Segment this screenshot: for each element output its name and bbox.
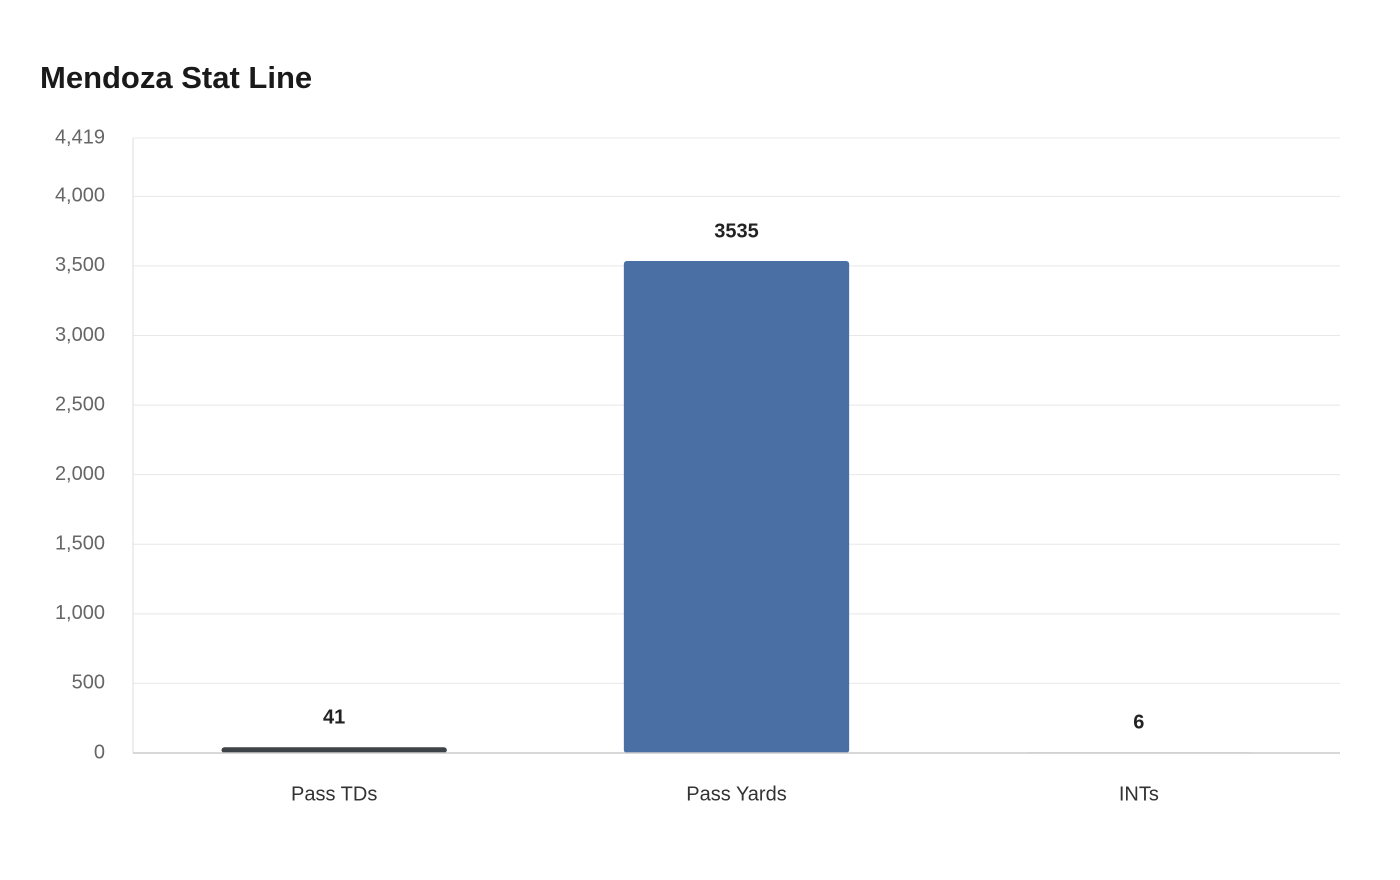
bar — [623, 261, 850, 753]
y-tick-label: 3,500 — [55, 254, 105, 276]
y-tick-label: 1,500 — [55, 533, 105, 555]
value-label: 3535 — [714, 220, 759, 242]
y-tick-label: 3,000 — [55, 324, 105, 346]
y-tick-label: 1,000 — [55, 602, 105, 624]
x-tick-label: Pass TDs — [291, 783, 377, 805]
y-tick-label: 0 — [94, 741, 105, 763]
y-tick-label: 2,000 — [55, 463, 105, 485]
value-label: 6 — [1133, 711, 1144, 733]
y-tick-label: 4,419 — [55, 126, 105, 148]
chart-title: Mendoza Stat Line — [40, 60, 312, 95]
y-tick-label: 4,000 — [55, 185, 105, 207]
x-tick-label: Pass Yards — [686, 783, 786, 805]
value-label: 41 — [323, 707, 345, 729]
y-tick-label: 2,500 — [55, 393, 105, 415]
y-tick-label: 500 — [72, 672, 105, 694]
x-tick-label: INTs — [1119, 783, 1159, 805]
bar — [221, 747, 447, 753]
